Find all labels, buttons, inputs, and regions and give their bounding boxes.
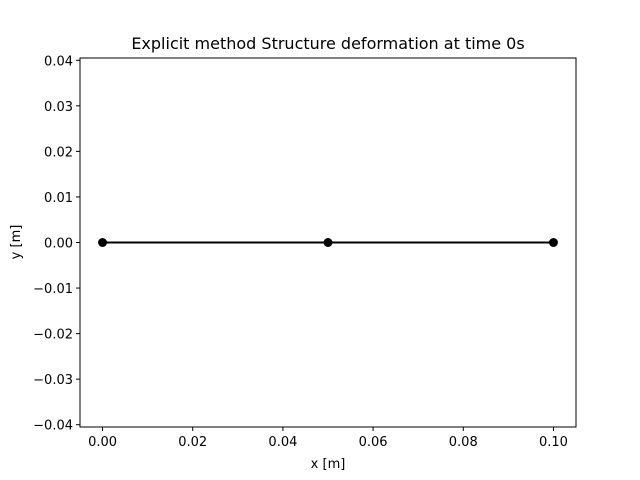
y-tick-label: −0.03: [33, 373, 73, 388]
chart-title: Explicit method Structure deformation at…: [131, 34, 524, 53]
series-layer: [98, 238, 558, 247]
y-axis-ticks: 0.04 0.03 0.02 0.01 0.00 −0.01 −0.02 −0.03 −0.04: [33, 54, 80, 434]
data-point: [548, 238, 558, 247]
y-tick-label: 0.03: [44, 100, 73, 115]
x-tick-label: 0.00: [88, 435, 117, 450]
x-axis-ticks: 0.00 0.02 0.04 0.06 0.08 0.10: [88, 427, 568, 450]
data-point: [323, 238, 333, 247]
y-tick-label: 0.02: [44, 145, 73, 160]
x-tick-label: 0.04: [268, 435, 297, 450]
y-tick-label: −0.01: [33, 282, 73, 297]
y-tick-label: −0.04: [33, 419, 73, 434]
x-tick-label: 0.06: [359, 435, 388, 450]
plot-frame: [79, 57, 577, 428]
data-point: [98, 238, 108, 247]
y-axis-label: y [m]: [9, 225, 24, 260]
x-axis-label: x [m]: [311, 457, 346, 472]
y-tick-label: 0.01: [44, 191, 73, 206]
y-tick-label: 0.04: [44, 54, 73, 69]
x-tick-label: 0.08: [449, 435, 478, 450]
x-tick-label: 0.10: [539, 435, 568, 450]
y-tick-label: 0.00: [44, 237, 73, 252]
x-tick-label: 0.02: [178, 435, 207, 450]
y-tick-label: −0.02: [33, 328, 73, 343]
